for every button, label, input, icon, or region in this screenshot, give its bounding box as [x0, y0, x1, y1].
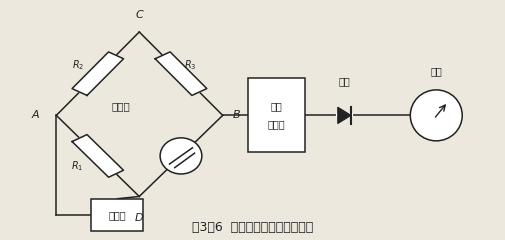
- Ellipse shape: [160, 138, 202, 174]
- Text: 整流: 整流: [338, 76, 350, 86]
- Polygon shape: [72, 52, 124, 96]
- Text: A: A: [31, 110, 39, 120]
- Polygon shape: [155, 52, 207, 96]
- Text: $R_2$: $R_2$: [72, 59, 84, 72]
- Text: 电表: 电表: [430, 66, 442, 76]
- FancyBboxPatch shape: [247, 78, 305, 152]
- Text: 电导池: 电导池: [112, 101, 130, 111]
- Text: $R_1$: $R_1$: [72, 159, 84, 173]
- Polygon shape: [72, 135, 124, 177]
- Text: B: B: [233, 110, 240, 120]
- Text: 振荡器: 振荡器: [109, 210, 126, 220]
- Polygon shape: [338, 107, 351, 124]
- Text: 放大器: 放大器: [267, 120, 285, 130]
- Text: 交流: 交流: [270, 101, 282, 111]
- Ellipse shape: [410, 90, 462, 141]
- Text: C: C: [135, 10, 143, 20]
- Text: $R_3$: $R_3$: [184, 59, 196, 72]
- Text: 图3－6  平衡电桥式电导仪原理图: 图3－6 平衡电桥式电导仪原理图: [192, 221, 313, 234]
- FancyBboxPatch shape: [91, 199, 143, 231]
- Text: D: D: [135, 213, 143, 223]
